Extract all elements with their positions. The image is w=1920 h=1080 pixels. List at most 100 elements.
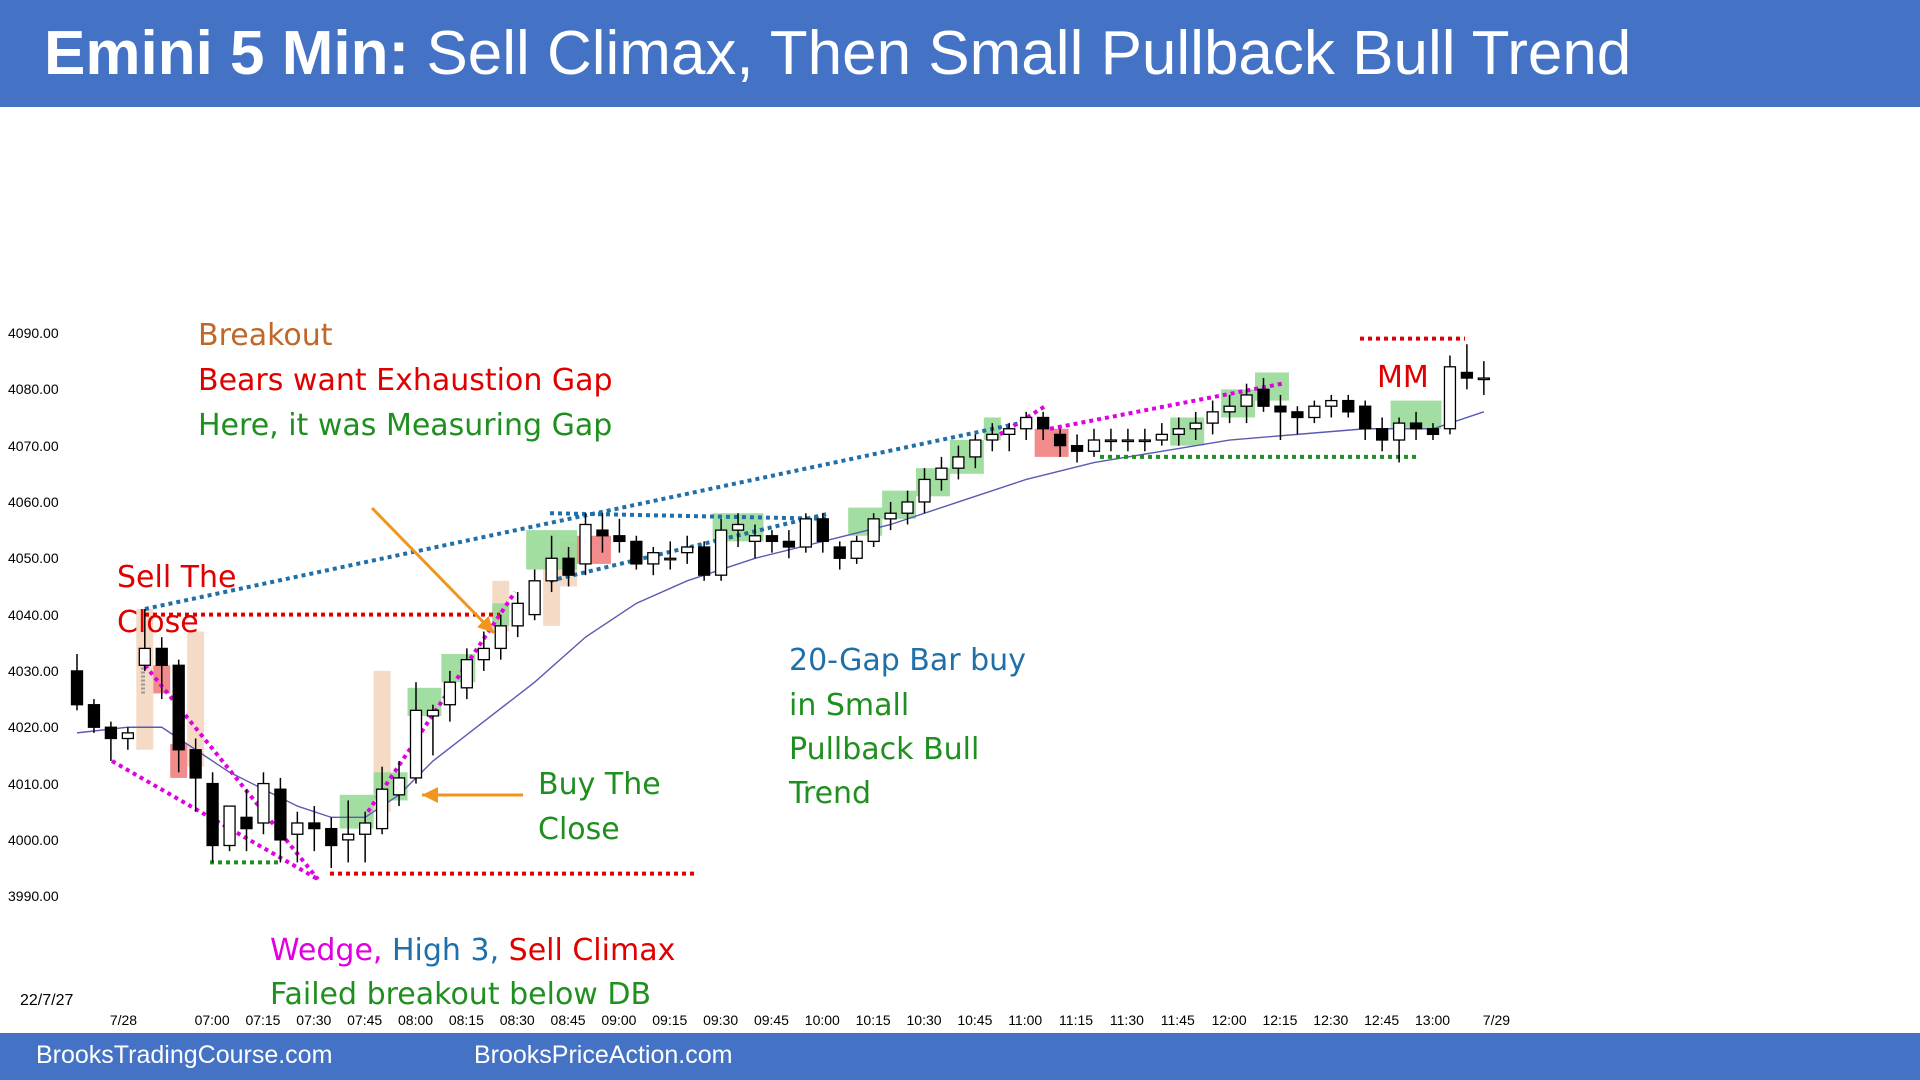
candle-body-76 — [1359, 405, 1372, 430]
candle-body-42 — [782, 540, 796, 548]
y-tick-label: 4080.00 — [8, 381, 59, 398]
candle-body-65 — [1172, 428, 1185, 436]
x-tick-label: 11:15 — [1059, 1012, 1094, 1028]
candle-body-56 — [1020, 416, 1033, 430]
candle-body-80 — [1426, 428, 1440, 436]
candle-body-3 — [121, 732, 134, 740]
candle-body-69 — [1240, 394, 1253, 407]
candle-body-37 — [698, 546, 711, 576]
candle-body-55 — [1003, 428, 1016, 436]
anno-trend: Trend — [789, 776, 872, 811]
anno-wedge-line: Wedge, High 3, Sell Climax — [270, 928, 675, 973]
anno-sell-climax: Sell Climax — [508, 933, 676, 968]
candle-body-59 — [1070, 444, 1084, 452]
title-bar: Emini 5 Min: Sell Climax, Then Small Pul… — [0, 0, 1920, 107]
candle-body-21 — [426, 709, 440, 717]
anno-breakout: Breakout — [198, 318, 333, 353]
candle-body-29 — [562, 557, 575, 576]
anno-gap-bar-buy: 20-Gap Bar buy — [789, 643, 1026, 678]
candle-body-20 — [409, 709, 423, 779]
x-tick-label: 08:45 — [550, 1012, 586, 1028]
candle-body-5 — [155, 647, 168, 666]
x-tick-label: 10:00 — [804, 1012, 840, 1028]
candle-body-82 — [1460, 371, 1474, 379]
footer-link-price-action[interactable]: BrooksPriceAction.com — [474, 1041, 733, 1069]
candle-body-74 — [1325, 399, 1338, 407]
candle-body-52 — [952, 456, 965, 469]
candle-body-81 — [1443, 366, 1457, 430]
title-bold: Emini 5 Min: — [44, 19, 410, 88]
candle-body-75 — [1342, 399, 1355, 413]
candle-body-35 — [664, 557, 677, 561]
candle-body-78 — [1392, 422, 1406, 441]
candle-body-64 — [1155, 433, 1168, 441]
x-tick-label: 10:15 — [855, 1012, 891, 1028]
candle-body-34 — [647, 551, 660, 565]
blue-channel-top — [549, 511, 831, 521]
candle-body-68 — [1223, 405, 1236, 413]
x-tick-label: 12:45 — [1364, 1012, 1400, 1028]
candle-body-53 — [969, 439, 982, 458]
x-tick-label: 07:45 — [347, 1012, 383, 1028]
candle-body-14 — [308, 822, 321, 830]
y-tick-label: 4000.00 — [8, 831, 59, 848]
y-tick-label: 4030.00 — [8, 662, 59, 679]
candle-body-30 — [579, 523, 592, 565]
candle-body-0 — [70, 670, 84, 706]
candle-body-36 — [681, 546, 694, 554]
page-title: Emini 5 Min: Sell Climax, Then Small Pul… — [44, 18, 1631, 89]
candle-body-57 — [1037, 416, 1050, 430]
footer-bar: BrooksTradingCourse.com BrooksPriceActio… — [0, 1033, 1920, 1080]
candle-body-61 — [1104, 439, 1118, 443]
x-tick-label: 11:00 — [1008, 1012, 1043, 1028]
candle-body-47 — [867, 518, 880, 543]
candle-body-18 — [375, 788, 389, 830]
anno-buy-the: Buy The — [538, 767, 661, 802]
candle-body-22 — [443, 681, 457, 706]
candle-body-60 — [1087, 439, 1101, 452]
candle-body-79 — [1409, 422, 1423, 430]
anno-pullback-bull: Pullback Bull — [789, 732, 980, 767]
anno-in-small: in Small — [789, 688, 910, 723]
candle-body-45 — [833, 546, 846, 559]
x-tick-label: 09:45 — [753, 1012, 789, 1028]
anno-mm: MM — [1377, 360, 1429, 395]
tan-box-0 — [136, 608, 154, 750]
candle-body-62 — [1121, 439, 1135, 443]
candle-body-7 — [189, 749, 202, 779]
anno-wedge: Wedge, — [270, 933, 383, 968]
candle-body-12 — [274, 788, 287, 841]
candle-body-26 — [511, 602, 524, 627]
anno-buy-close: Close — [538, 812, 620, 847]
candle-body-17 — [358, 822, 372, 835]
candle-body-71 — [1274, 405, 1287, 413]
arrow-breakout — [370, 506, 496, 635]
footer-link-trading-course[interactable]: BrooksTradingCourse.com — [36, 1041, 333, 1069]
candle-body-73 — [1308, 405, 1321, 419]
date-label: 22/7/27 — [20, 992, 74, 1009]
arrow-breakout-head — [477, 615, 494, 633]
candle-body-50 — [918, 478, 931, 503]
x-tick-label: 12:15 — [1262, 1012, 1298, 1028]
candle-body-46 — [850, 540, 863, 559]
x-tick-label: 09:30 — [703, 1012, 739, 1028]
blue-trendline-top — [144, 421, 1021, 611]
arrow-buy-close-head — [422, 787, 438, 803]
x-tick-label: 7/29 — [1482, 1012, 1511, 1028]
candle-body-70 — [1257, 388, 1270, 407]
candle-body-32 — [613, 535, 626, 543]
candle-body-8 — [206, 782, 219, 847]
x-tick-label: 08:15 — [448, 1012, 484, 1028]
candle-body-28 — [545, 557, 558, 582]
candle-body-16 — [342, 833, 355, 841]
candle-body-19 — [392, 777, 406, 796]
candle-body-48 — [884, 512, 897, 520]
candle-body-49 — [901, 501, 914, 514]
candle-body-66 — [1189, 422, 1202, 430]
candle-body-63 — [1138, 439, 1151, 443]
candle-body-41 — [765, 535, 779, 543]
candle-body-13 — [291, 822, 304, 835]
candle-body-10 — [240, 816, 253, 830]
x-tick-label: 10:45 — [957, 1012, 993, 1028]
title-rest: Sell Climax, Then Small Pullback Bull Tr… — [426, 19, 1632, 88]
